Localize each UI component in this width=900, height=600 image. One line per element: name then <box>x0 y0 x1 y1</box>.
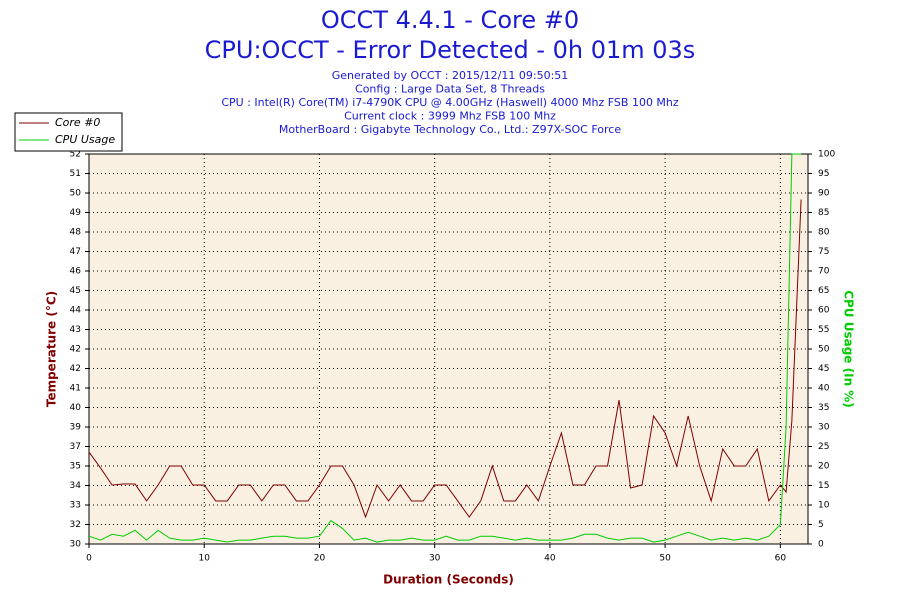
x-tick-label: 40 <box>544 554 556 564</box>
x-tick-label: 20 <box>314 554 326 564</box>
y-tick-label: 48 <box>70 228 82 238</box>
series-line <box>88 199 802 519</box>
x-tick-label: 0 <box>86 554 92 564</box>
y-tick-label: 47 <box>70 247 81 257</box>
y2-tick-label: 95 <box>818 169 829 179</box>
y2-tick-label: 25 <box>818 442 829 452</box>
info-line: CPU : Intel(R) Core(TM) i7-4790K CPU @ 4… <box>221 96 679 109</box>
y2-tick-label: 15 <box>818 481 829 491</box>
y-tick-label: 50 <box>70 189 82 199</box>
y-tick-label: 41 <box>70 384 81 394</box>
y2-tick-label: 20 <box>818 462 830 472</box>
y-tick-label: 43 <box>70 325 81 335</box>
y2-axis-label: CPU Usage (In %) <box>842 290 856 408</box>
x-tick-label: 30 <box>429 554 441 564</box>
y2-tick-label: 55 <box>818 325 829 335</box>
y-tick-label: 34 <box>70 481 82 491</box>
y-tick-label: 49 <box>70 208 82 218</box>
info-line: MotherBoard : Gigabyte Technology Co., L… <box>279 123 621 136</box>
legend-label: Core #0 <box>55 116 100 129</box>
x-tick-label: 60 <box>775 554 787 564</box>
y-tick-label: 46 <box>70 267 82 277</box>
chart-title: OCCT 4.4.1 - Core #0 <box>321 6 579 34</box>
y2-tick-label: 80 <box>818 228 830 238</box>
y-tick-label: 45 <box>70 286 81 296</box>
legend-box <box>14 112 123 152</box>
y2-tick-label: 65 <box>818 286 829 296</box>
y2-tick-label: 75 <box>818 247 829 257</box>
y-tick-label: 35 <box>70 462 81 472</box>
info-line: Current clock : 3999 Mhz FSB 100 Mhz <box>344 110 556 123</box>
x-axis-label: Duration (Seconds) <box>383 573 514 587</box>
x-tick-label: 50 <box>659 554 671 564</box>
info-line: Config : Large Data Set, 8 Threads <box>355 83 545 96</box>
y-tick-label: 42 <box>70 345 81 355</box>
info-line: Generated by OCCT : 2015/12/11 09:50:51 <box>332 69 569 82</box>
y-tick-label: 51 <box>70 169 81 179</box>
y2-tick-label: 90 <box>818 189 830 199</box>
y-axis-label: Temperature (°C) <box>45 291 59 407</box>
y-tick-label: 40 <box>70 403 82 413</box>
y-tick-label: 30 <box>70 540 82 550</box>
y-tick-label: 52 <box>70 150 81 160</box>
y-tick-label: 44 <box>70 306 82 316</box>
y2-tick-label: 85 <box>818 208 829 218</box>
y2-tick-label: 60 <box>818 306 830 316</box>
y2-tick-label: 35 <box>818 403 829 413</box>
legend-label: CPU Usage <box>55 133 115 146</box>
y-tick-label: 37 <box>70 442 81 452</box>
x-tick-label: 10 <box>198 554 210 564</box>
y2-tick-label: 45 <box>818 364 829 374</box>
y2-tick-label: 100 <box>818 150 835 160</box>
y2-tick-label: 0 <box>818 540 824 550</box>
y2-tick-label: 70 <box>818 267 830 277</box>
y2-tick-label: 30 <box>818 423 830 433</box>
y2-tick-label: 50 <box>818 345 830 355</box>
y-tick-label: 39 <box>70 423 82 433</box>
y2-tick-label: 40 <box>818 384 830 394</box>
y-tick-label: 33 <box>70 501 81 511</box>
y2-tick-label: 5 <box>818 520 824 530</box>
plot-area <box>88 153 809 545</box>
chart-subtitle: CPU:OCCT - Error Detected - 0h 01m 03s <box>205 36 696 64</box>
series-line <box>88 153 802 543</box>
y-tick-label: 32 <box>70 520 81 530</box>
y2-tick-label: 10 <box>818 501 830 511</box>
y-tick-label: 42 <box>70 364 81 374</box>
